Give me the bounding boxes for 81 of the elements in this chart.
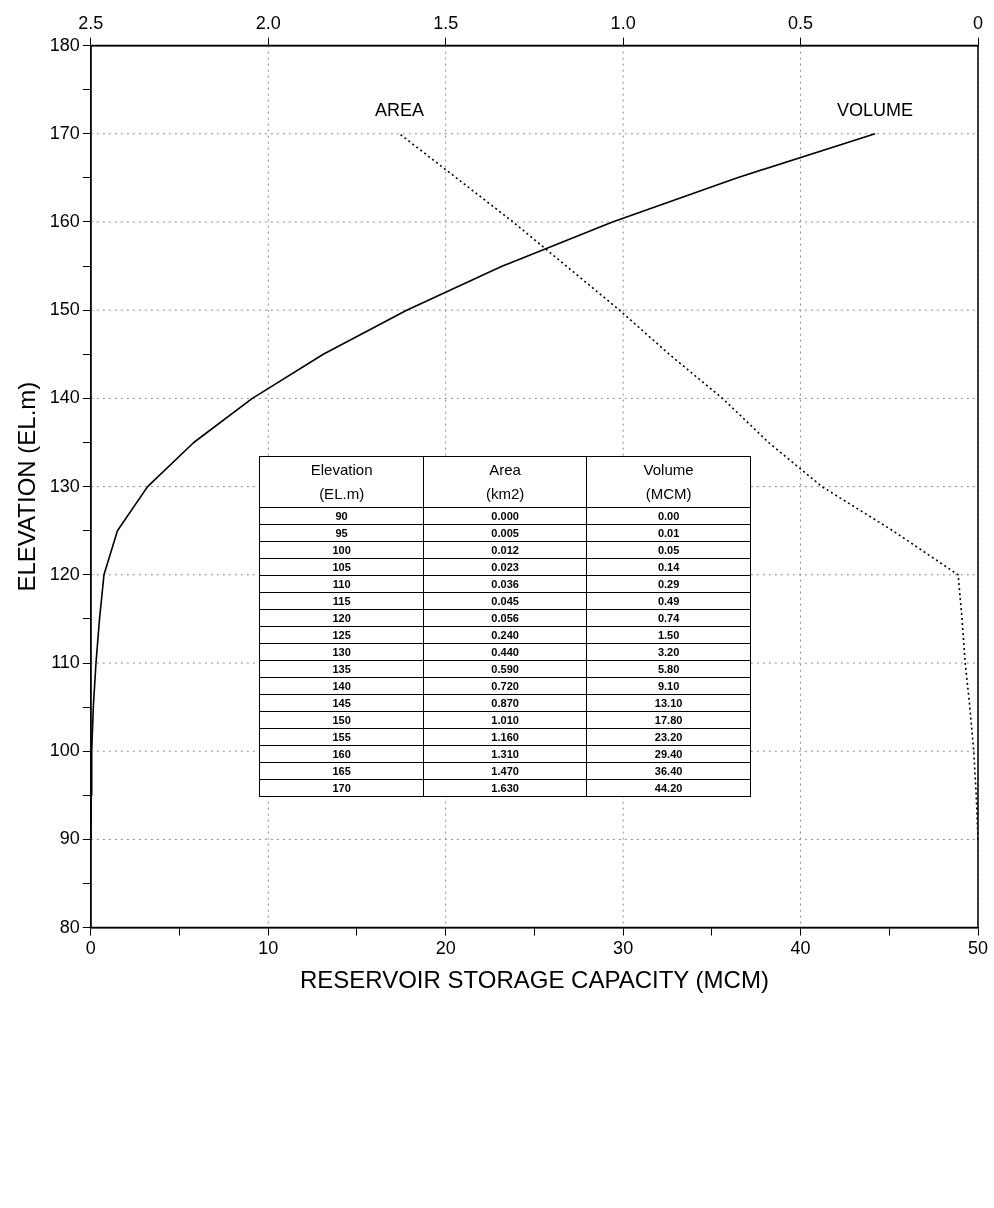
y-tick-label: 150 xyxy=(49,299,80,320)
y-tick-label: 150 xyxy=(259,711,424,729)
y-tick-label: 140 xyxy=(259,677,424,695)
y-tick-label: 165 xyxy=(259,762,424,780)
series-label: VOLUME xyxy=(837,99,914,120)
y-tick-label: 170 xyxy=(259,779,424,797)
data-label: 3.20 xyxy=(586,643,751,661)
data-label: 0.720 xyxy=(423,677,587,695)
data-label: 9.10 xyxy=(586,677,751,695)
data-label: 0.440 xyxy=(423,643,587,661)
data-label: 1.470 xyxy=(423,762,587,780)
data-label: 1.160 xyxy=(423,728,587,746)
y-tick-label: 135 xyxy=(259,660,424,678)
y-tick-label: 160 xyxy=(49,210,80,231)
x-axis-title: RESERVOIR STORAGE CAPACITY (MCM) xyxy=(299,966,769,994)
y-tick-label: 100 xyxy=(259,541,424,559)
y-tick-label: 90 xyxy=(259,507,424,525)
data-label: 1.310 xyxy=(423,745,587,763)
y-tick-label: 145 xyxy=(259,694,424,712)
y-tick-label: 115 xyxy=(259,592,424,610)
y-tick-label: 110 xyxy=(259,575,424,593)
y-axis-title: Elevation (EL.m) xyxy=(309,459,374,504)
data-label: 1.50 xyxy=(586,626,751,644)
data-label: 0.036 xyxy=(423,575,587,593)
data-label: 5.80 xyxy=(586,660,751,678)
x2-tick-label: 2.0 xyxy=(255,12,281,33)
x-tick-label: 50 xyxy=(967,938,989,959)
data-label: 0.023 xyxy=(423,558,587,576)
y-tick-label: 100 xyxy=(49,740,80,761)
data-label: 0.29 xyxy=(586,575,751,593)
data-label: 44.20 xyxy=(586,779,751,797)
y-tick-label: 90 xyxy=(59,828,80,849)
data-label: 23.20 xyxy=(586,728,751,746)
data-label: 0.012 xyxy=(423,541,587,559)
x-tick-label: 40 xyxy=(790,938,811,959)
data-label: 0.000 xyxy=(423,507,587,525)
x-tick-label: 0 xyxy=(85,938,96,959)
data-label: 1.010 xyxy=(423,711,587,729)
y-tick-label: 120 xyxy=(49,563,80,584)
data-label: 0.74 xyxy=(586,609,751,627)
x-tick-label: 10 xyxy=(258,938,279,959)
x2-tick-label: 1.0 xyxy=(610,12,636,33)
y-tick-label: 180 xyxy=(49,34,80,55)
data-label: 0.14 xyxy=(586,558,751,576)
data-label: 29.40 xyxy=(586,745,751,763)
y-tick-label: 130 xyxy=(49,475,80,496)
y-tick-label: 140 xyxy=(49,387,80,408)
data-label: 0.01 xyxy=(586,524,751,542)
x-tick-label: Area (km2) xyxy=(484,459,526,504)
y-tick-label: 80 xyxy=(59,916,80,937)
data-label: 1.630 xyxy=(423,779,587,797)
y-tick-label: 95 xyxy=(259,524,424,542)
data-label: 0.056 xyxy=(423,609,587,627)
x-tick-label: 30 xyxy=(613,938,634,959)
y-tick-label: 155 xyxy=(259,728,424,746)
y-tick-label: 130 xyxy=(259,643,424,661)
data-label: 0.590 xyxy=(423,660,587,678)
y-tick-label: 170 xyxy=(49,122,80,143)
data-label: 0.870 xyxy=(423,694,587,712)
x2-tick-label: 1.5 xyxy=(433,12,459,33)
series-label: AREA xyxy=(375,99,425,120)
y-tick-label: 125 xyxy=(259,626,424,644)
data-label: 0.240 xyxy=(423,626,587,644)
data-label: 36.40 xyxy=(586,762,751,780)
y-tick-label: 120 xyxy=(259,609,424,627)
y-tick-label: 110 xyxy=(51,651,80,672)
data-label: 0.00 xyxy=(586,507,751,525)
x-tick-label: 20 xyxy=(435,938,456,959)
data-label: 0.005 xyxy=(423,524,587,542)
y-tick-label: 160 xyxy=(259,745,424,763)
data-label: 0.045 xyxy=(423,592,587,610)
y-axis-title: ELEVATION (EL.m) xyxy=(13,381,41,592)
x-tick-label: Volume (MCM) xyxy=(642,459,695,504)
x2-tick-label: 0.5 xyxy=(788,12,814,33)
x2-tick-label: 2.5 xyxy=(78,12,104,33)
data-label: 0.49 xyxy=(586,592,751,610)
data-label: 13.10 xyxy=(586,694,751,712)
data-label: 0.05 xyxy=(586,541,751,559)
x2-tick-label: 0 xyxy=(972,12,984,33)
data-label: 17.80 xyxy=(586,711,751,729)
y-tick-label: 105 xyxy=(259,558,424,576)
